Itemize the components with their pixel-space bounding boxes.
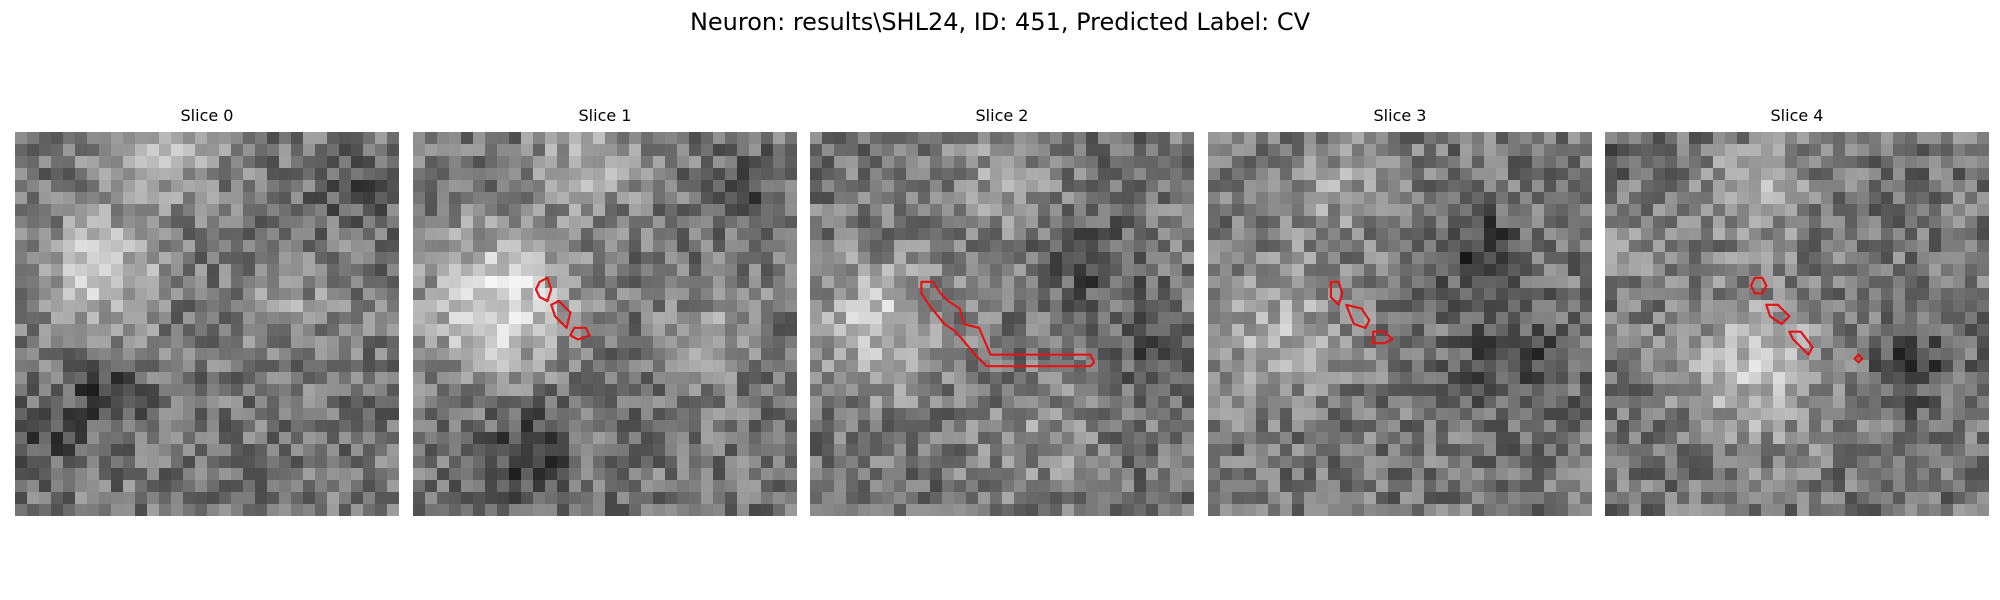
roi-contour bbox=[1345, 303, 1371, 329]
roi-contour bbox=[920, 280, 1096, 368]
figure-title: Neuron: results\SHL24, ID: 451, Predicte… bbox=[689, 8, 1311, 36]
slice-svg-3 bbox=[1208, 132, 1592, 516]
roi-contour bbox=[550, 299, 572, 329]
slice-panel-1: Slice 1 bbox=[413, 106, 797, 516]
slice-title-4: Slice 4 bbox=[1770, 106, 1824, 125]
slice-panel-2: Slice 2 bbox=[810, 106, 1194, 516]
roi-contour bbox=[1765, 303, 1791, 326]
slice-svg-1 bbox=[413, 132, 797, 516]
slice-image-4 bbox=[1605, 132, 1989, 516]
roi-contour bbox=[569, 326, 591, 341]
roi-contour bbox=[1788, 330, 1814, 356]
roi-contour bbox=[1749, 276, 1768, 295]
pixel-grid bbox=[15, 132, 399, 516]
roi-contour bbox=[1853, 353, 1864, 364]
slice-image-3 bbox=[1208, 132, 1592, 516]
slice-title-0: Slice 0 bbox=[180, 106, 234, 125]
slice-svg-0 bbox=[15, 132, 399, 516]
pixel-grid bbox=[810, 132, 1194, 516]
slice-panel-4: Slice 4 bbox=[1605, 106, 1989, 516]
slice-title-3: Slice 3 bbox=[1373, 106, 1427, 125]
pixel-grid bbox=[1208, 132, 1592, 516]
slice-title-2: Slice 2 bbox=[975, 106, 1029, 125]
slice-image-0 bbox=[15, 132, 399, 516]
slice-title-1: Slice 1 bbox=[578, 106, 632, 125]
slice-panel-0: Slice 0 bbox=[15, 106, 399, 516]
slice-panel-3: Slice 3 bbox=[1208, 106, 1592, 516]
slice-image-1 bbox=[413, 132, 797, 516]
roi-contour bbox=[1372, 330, 1394, 345]
slice-image-2 bbox=[810, 132, 1194, 516]
roi-contour bbox=[534, 276, 553, 303]
pixel-grid bbox=[413, 132, 797, 516]
slice-svg-4 bbox=[1605, 132, 1989, 516]
slice-svg-2 bbox=[810, 132, 1194, 516]
roi-contour bbox=[1329, 280, 1344, 306]
pixel-grid bbox=[1605, 132, 1989, 516]
